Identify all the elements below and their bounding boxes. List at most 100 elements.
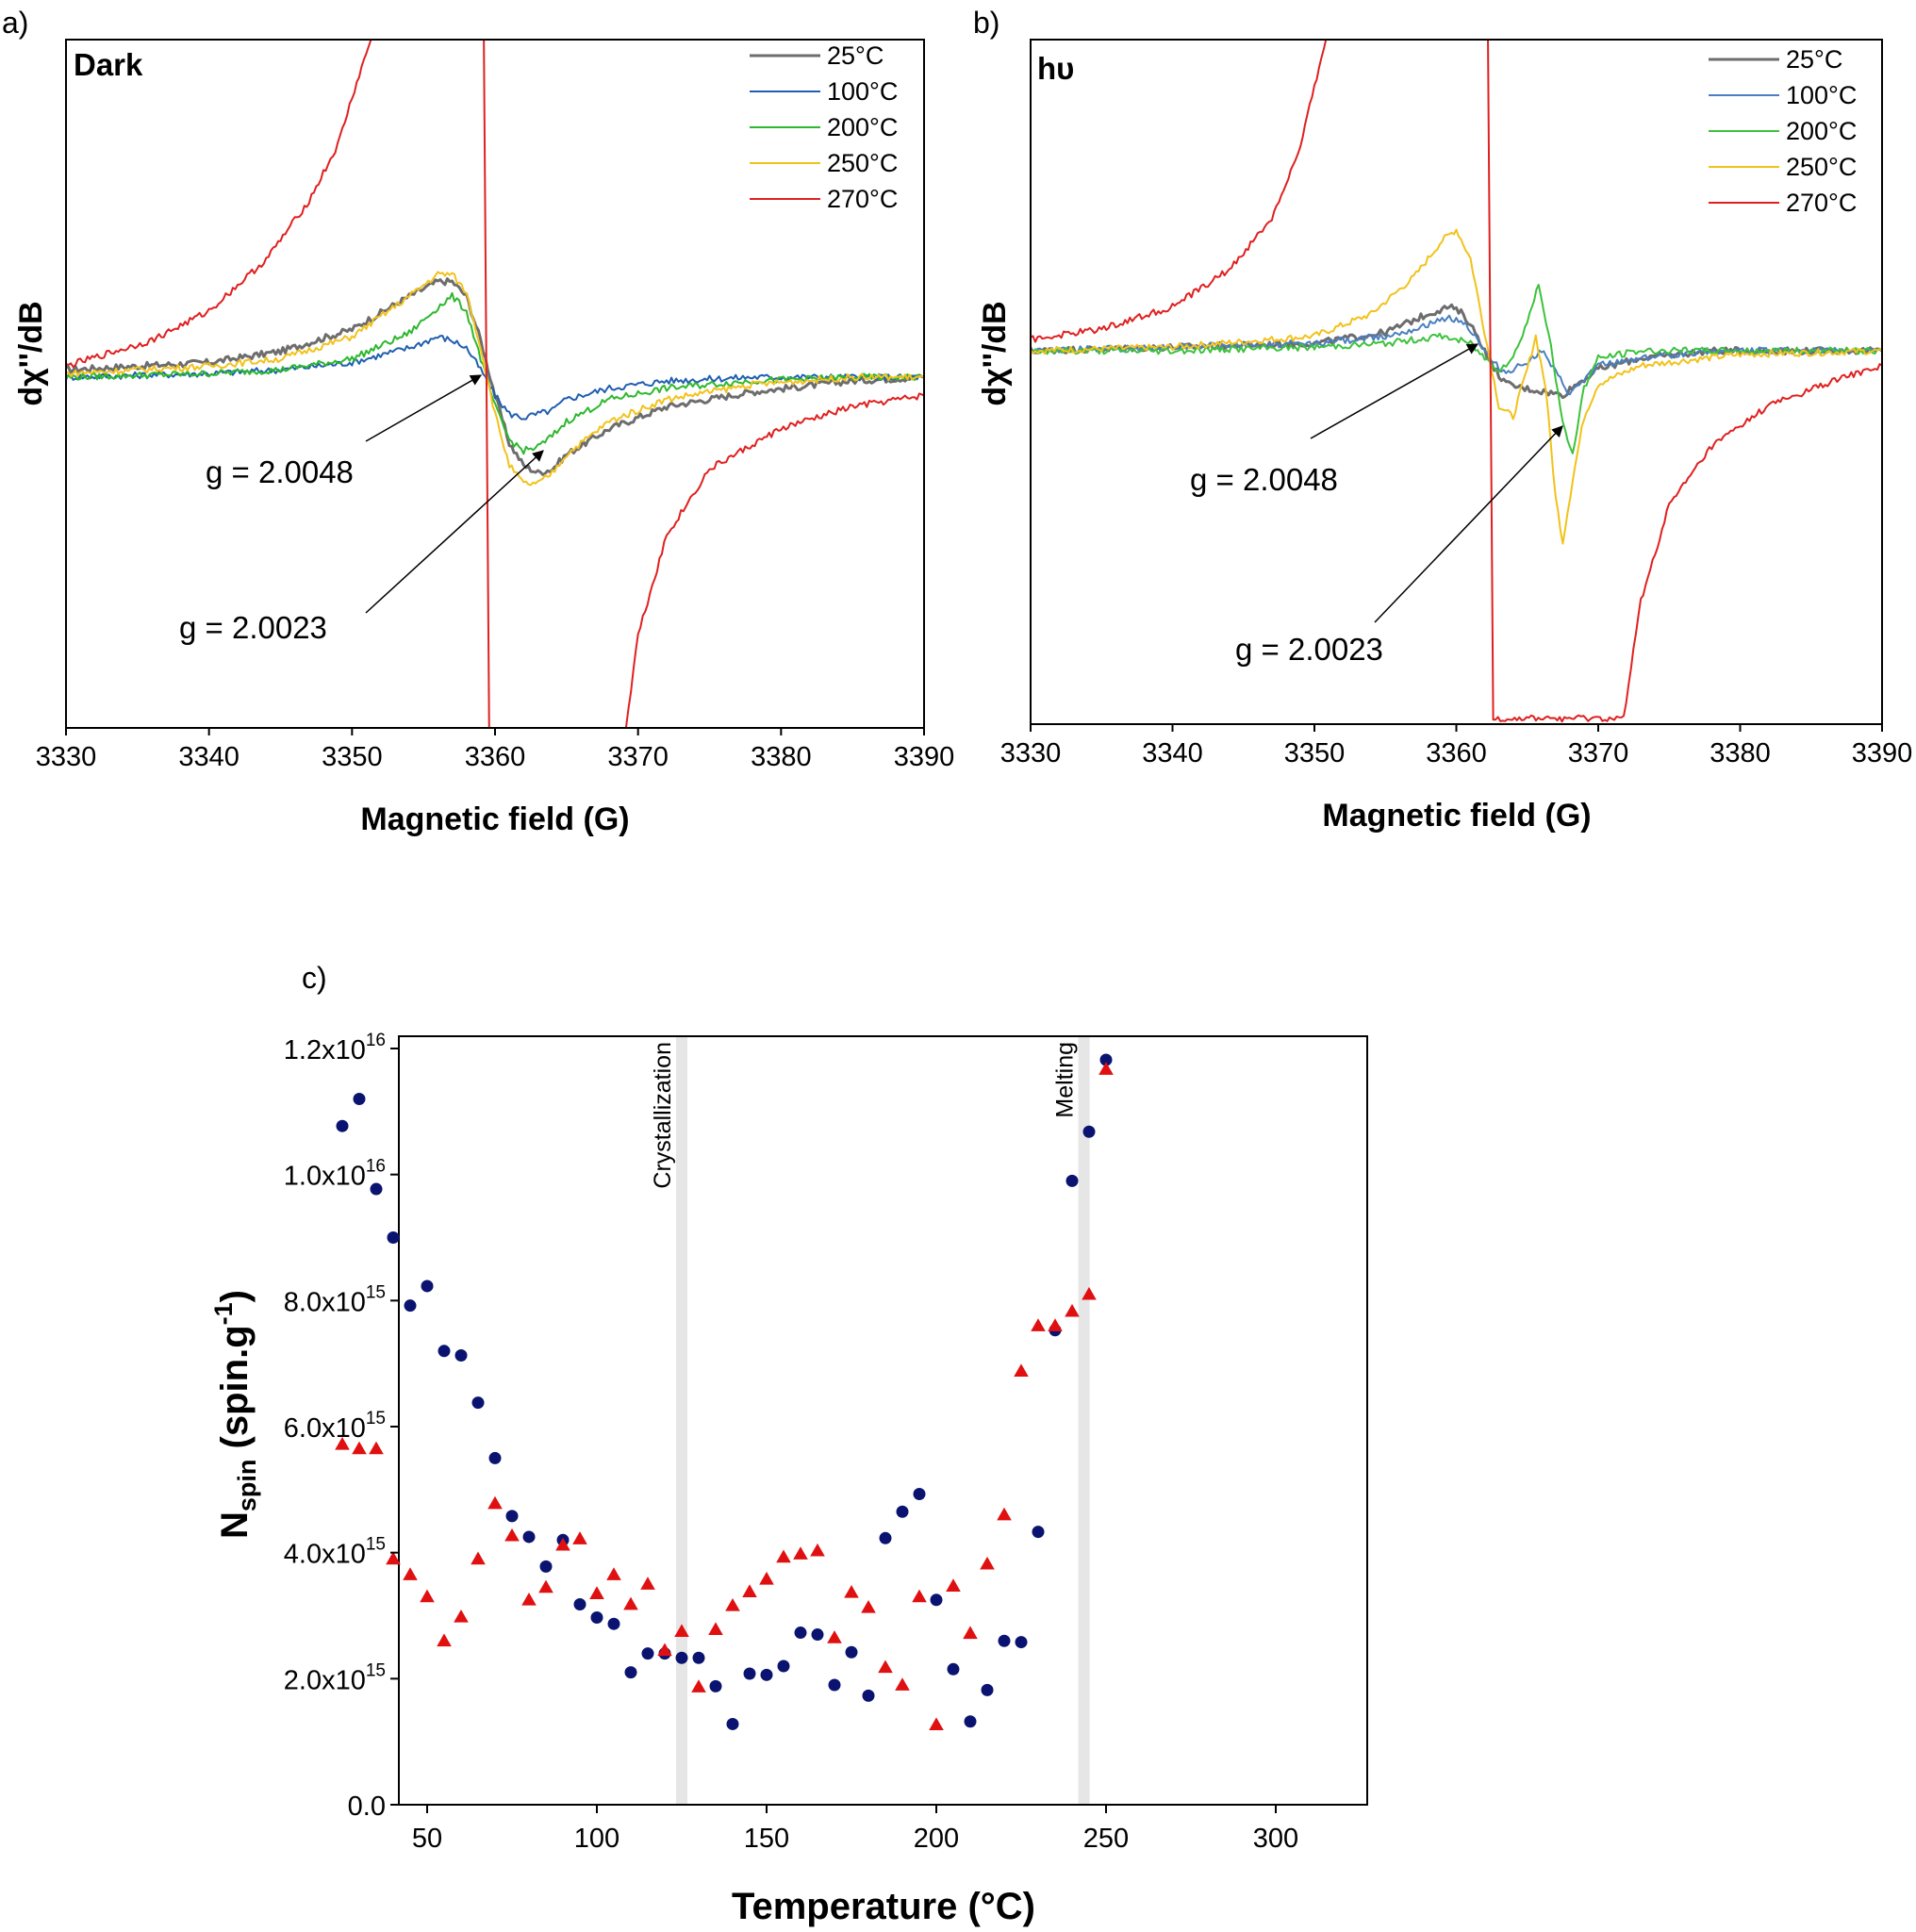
panel-a-label: a): [2, 6, 28, 40]
panel-c-x-tick-label: 200: [914, 1824, 959, 1854]
panel-c-point-triangle: [810, 1543, 825, 1557]
panel-c-point-circle: [879, 1531, 892, 1544]
panel-b-arrow-g2002: [1374, 425, 1563, 623]
panel-a-dark-spectra: a) 3330 3340 3350 3360 3370 3380 3390 Magnetic…: [2, 6, 954, 837]
panel-c-point-triangle: [963, 1626, 978, 1640]
panel-b-x-ticks: 3330 3340 3350 3360 3370 3380 3390: [1000, 724, 1913, 768]
panel-c-point-circle: [760, 1668, 773, 1681]
panel-c-point-circle: [930, 1593, 943, 1607]
panel-c-point-circle: [421, 1280, 434, 1293]
panel-a-series-line-1: [66, 335, 924, 421]
panel-c-point-triangle: [742, 1584, 757, 1597]
panel-a-legend-label: 200°C: [827, 113, 898, 141]
panel-c-point-circle: [488, 1451, 502, 1464]
panel-c-point-triangle: [1031, 1318, 1046, 1331]
panel-c-band-label-1: Melting: [1052, 1042, 1079, 1118]
panel-c-point-triangle: [437, 1633, 452, 1647]
panel-c-point-triangle: [471, 1551, 486, 1565]
panel-c-point-circle: [370, 1182, 383, 1196]
panel-c-point-triangle: [572, 1531, 587, 1544]
panel-a-legend: 25°C 100°C 200°C 250°C 270°C: [750, 41, 898, 213]
panel-c-plot-frame: [398, 1035, 1368, 1806]
panel-b-x-tick-label: 3360: [1426, 738, 1487, 768]
panel-c-point-circle: [336, 1119, 349, 1132]
panel-c-point-triangle: [352, 1441, 367, 1455]
panel-c-y-title-sup: -1: [209, 1302, 238, 1325]
panel-b-x-tick-label: 3390: [1852, 738, 1913, 768]
panel-b-legend-label: 25°C: [1786, 45, 1842, 74]
panel-c-point-circle: [1032, 1526, 1045, 1539]
panel-a-series-line-2: [66, 291, 924, 455]
panel-c-x-tick-label: 300: [1253, 1824, 1298, 1854]
panel-c-point-circle: [1082, 1125, 1096, 1138]
panel-a-y-axis-title: dχ''/dB: [13, 301, 49, 405]
panel-c-band-label-0: Crystallization: [650, 1042, 676, 1189]
panel-c-point-triangle: [454, 1610, 469, 1623]
panel-a-series-group: [66, 40, 924, 728]
panel-c-point-triangle: [538, 1579, 553, 1593]
panel-c-point-triangle: [369, 1441, 384, 1455]
panel-b-legend-label: 100°C: [1786, 81, 1857, 109]
panel-b-x-tick-label: 3370: [1568, 738, 1629, 768]
panel-c-point-triangle: [861, 1600, 876, 1613]
panel-c-point-triangle: [1065, 1303, 1080, 1317]
panel-a-series-line-4: [66, 40, 924, 728]
panel-c-point-triangle: [725, 1598, 740, 1611]
panel-c-point-triangle: [1048, 1318, 1063, 1331]
panel-c-point-triangle: [793, 1546, 808, 1560]
panel-b-annotation-g2004: g = 2.0048: [1190, 462, 1338, 497]
panel-c-point-circle: [539, 1560, 553, 1573]
panel-c-point-circle: [947, 1662, 960, 1676]
panel-c-y-title-main: N: [214, 1511, 256, 1539]
panel-a-x-tick-label: 3330: [36, 742, 97, 772]
panel-c-y-tick-label: 2.0x1015: [284, 1660, 386, 1695]
panel-c-point-circle: [471, 1396, 485, 1410]
panel-c-point-triangle: [827, 1630, 842, 1643]
panel-c-point-triangle: [504, 1527, 520, 1542]
panel-c-point-triangle: [708, 1622, 723, 1636]
panel-c-point-triangle: [1014, 1363, 1029, 1378]
panel-c-point-circle: [505, 1510, 519, 1523]
panel-c-y-title-end: ): [214, 1290, 256, 1302]
panel-a-legend-label: 25°C: [827, 41, 884, 70]
panel-c-point-circle: [794, 1627, 807, 1640]
panel-c-point-circle: [811, 1628, 824, 1642]
panel-c-point-triangle: [1082, 1286, 1097, 1300]
panel-a-x-tick-label: 3350: [322, 742, 383, 772]
panel-c-y-tick-label: 0.0: [348, 1792, 386, 1822]
panel-c-point-circle: [896, 1505, 909, 1518]
panel-c-point-circle: [675, 1651, 688, 1664]
panel-c-point-circle: [590, 1611, 603, 1625]
panel-c-point-triangle: [555, 1537, 570, 1551]
panel-c-point-triangle: [912, 1589, 927, 1603]
panel-c-point-triangle: [674, 1624, 689, 1638]
panel-c-point-triangle: [487, 1495, 503, 1510]
panel-a-x-tick-label: 3370: [607, 742, 669, 772]
panel-a-x-tick-label: 3360: [465, 742, 526, 772]
panel-c-point-triangle: [895, 1677, 910, 1691]
panel-c-point-triangle: [623, 1596, 638, 1610]
panel-c-point-triangle: [844, 1584, 859, 1598]
panel-c-x-tick-label: 250: [1083, 1824, 1129, 1854]
panel-c-point-triangle: [403, 1567, 418, 1580]
panel-c-x-tick-label: 100: [574, 1824, 619, 1854]
panel-b-label: b): [973, 6, 999, 40]
panel-c-point-circle: [777, 1660, 790, 1673]
panel-b-arrow-g2004: [1310, 343, 1479, 439]
panel-b-series-line-1: [1031, 314, 1882, 396]
panel-c-point-triangle: [606, 1567, 621, 1580]
panel-c-point-circle: [438, 1345, 451, 1358]
panel-b-y-axis-title: dχ''/dB: [977, 301, 1013, 405]
panel-c-point-triangle: [657, 1643, 672, 1657]
panel-c-y-title-sub: spin: [233, 1460, 261, 1512]
panel-c-point-circle: [624, 1666, 637, 1679]
panel-c-points: [335, 1053, 1114, 1730]
panel-c-x-axis-title: Temperature (°C): [732, 1886, 1035, 1927]
panel-c-point-circle: [454, 1348, 468, 1362]
panel-b-series-line-2: [1031, 284, 1882, 454]
panel-c-x-tick-label: 50: [412, 1824, 442, 1854]
panel-c-band-1: [1078, 1037, 1090, 1804]
panel-c-point-triangle: [691, 1679, 706, 1693]
panel-c-point-triangle: [420, 1589, 435, 1603]
panel-c-spin-density: c) Crystallization Melting 50 100 150 200 250…: [209, 961, 1368, 1927]
